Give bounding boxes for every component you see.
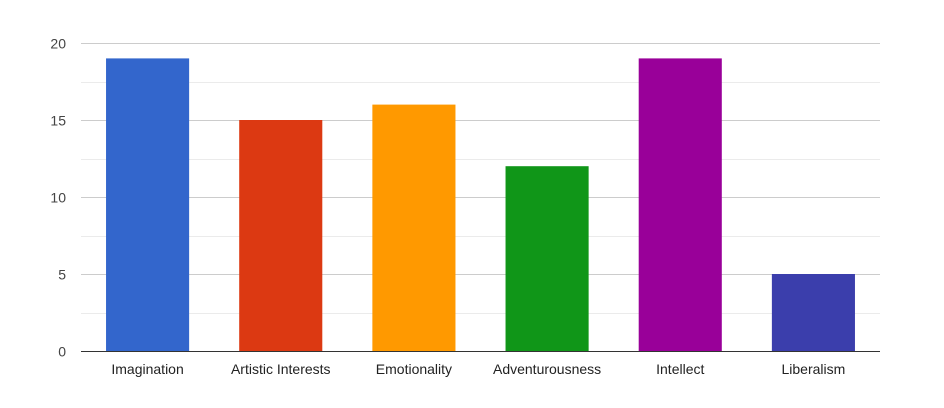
major-gridlines: [81, 43, 880, 275]
x-category-label: Adventurousness: [493, 361, 601, 377]
x-category-label: Emotionality: [376, 361, 452, 377]
x-category-label: Imagination: [111, 361, 183, 377]
y-tick-label: 15: [50, 113, 66, 129]
bar: [638, 58, 722, 352]
bars: [106, 58, 855, 352]
y-axis-tick-labels: 0 5 10 15 20: [50, 36, 66, 360]
bar: [106, 58, 190, 352]
minor-gridlines: [81, 82, 880, 314]
y-tick-label: 10: [50, 190, 66, 206]
x-category-label: Liberalism: [782, 361, 846, 377]
y-tick-label: 20: [50, 36, 66, 52]
y-tick-label: 5: [58, 267, 66, 283]
bar: [239, 120, 323, 351]
bar: [372, 104, 456, 351]
bar: [771, 274, 855, 351]
bar: [505, 166, 589, 351]
y-tick-label: 0: [58, 344, 66, 360]
x-axis-category-labels: Imagination Artistic Interests Emotionalit…: [111, 361, 845, 377]
x-category-label: Intellect: [656, 361, 704, 377]
x-category-label: Artistic Interests: [231, 361, 331, 377]
